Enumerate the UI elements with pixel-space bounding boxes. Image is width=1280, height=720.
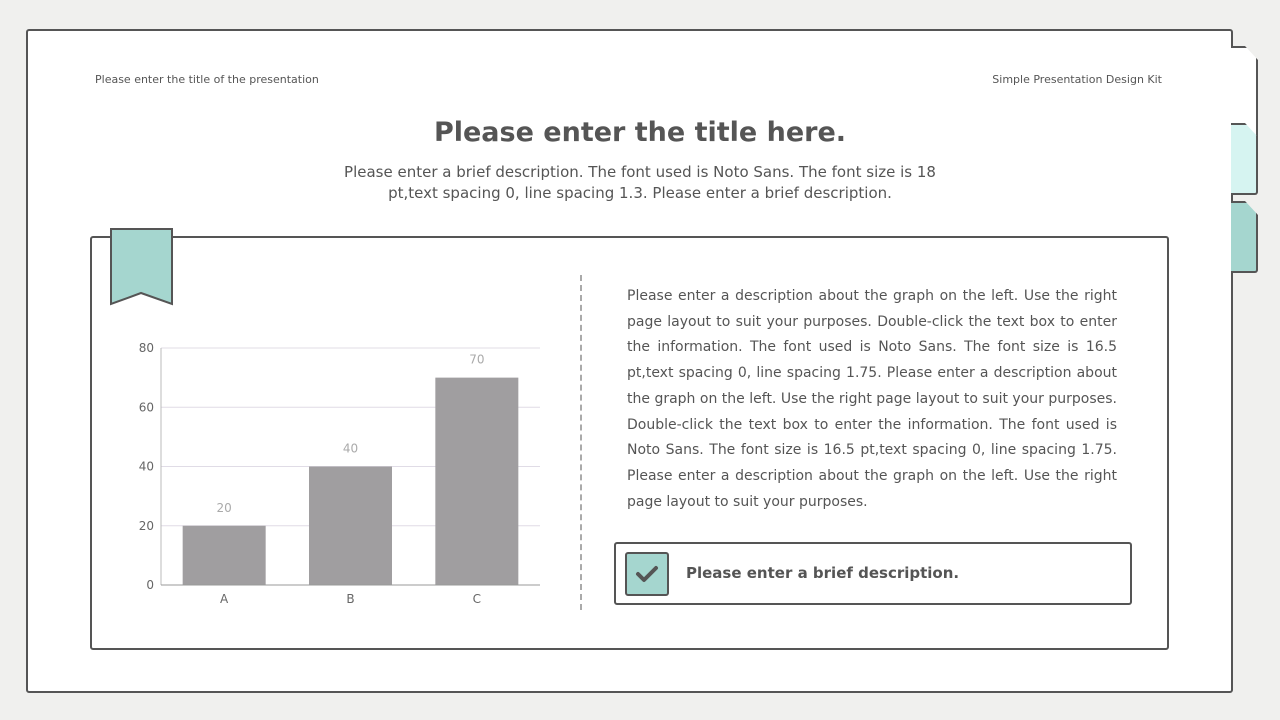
x-tick-label: A bbox=[220, 592, 229, 606]
graph-description: Please enter a description about the gra… bbox=[627, 288, 1117, 510]
page-subtitle: Please enter a brief description. The fo… bbox=[344, 163, 936, 202]
data-label: 40 bbox=[343, 442, 358, 456]
y-tick-label: 60 bbox=[139, 400, 154, 414]
data-label: 70 bbox=[469, 353, 484, 367]
bar bbox=[309, 466, 392, 585]
dashed-divider bbox=[580, 275, 582, 610]
tab-3[interactable] bbox=[1231, 201, 1258, 273]
x-tick-label: B bbox=[346, 592, 354, 606]
x-tick-label: C bbox=[473, 592, 481, 606]
bar bbox=[435, 377, 519, 585]
tab-2[interactable] bbox=[1231, 123, 1258, 195]
page-title: Please enter the title here. bbox=[433, 117, 847, 148]
presentation-title: Please enter the title of the presentati… bbox=[95, 73, 319, 86]
bar-chart: 0 20 40 60 80 20 A 40 B 70 C bbox=[139, 341, 540, 606]
data-label: 20 bbox=[217, 501, 232, 515]
y-tick-label: 80 bbox=[139, 341, 154, 355]
note-text: Please enter a brief description. bbox=[686, 564, 960, 582]
y-tick-label: 0 bbox=[146, 578, 154, 592]
design-kit-label: Simple Presentation Design Kit bbox=[992, 73, 1162, 86]
bar bbox=[182, 525, 266, 585]
bookmark-icon bbox=[110, 228, 173, 306]
y-tick-label: 40 bbox=[139, 460, 154, 474]
y-tick-label: 20 bbox=[139, 519, 154, 533]
note-box: Please enter a brief description. bbox=[614, 542, 1132, 605]
check-icon bbox=[625, 552, 669, 596]
